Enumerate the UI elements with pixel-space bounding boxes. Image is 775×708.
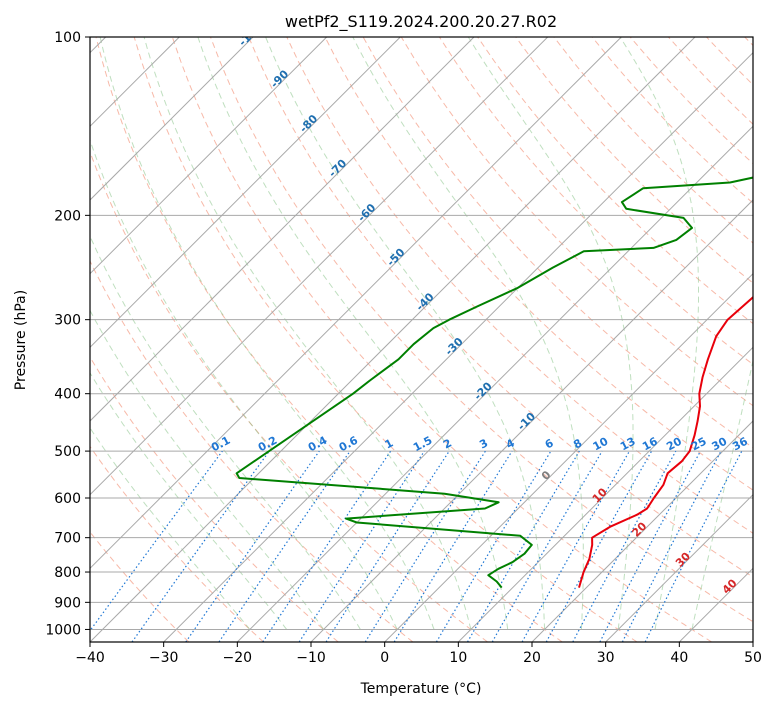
isotherm bbox=[531, 420, 753, 642]
mixing-ratio-line bbox=[185, 450, 320, 642]
y-tick-label: 1000 bbox=[45, 622, 81, 638]
x-tick-label: 0 bbox=[380, 650, 389, 666]
dry-adiabat bbox=[324, 37, 753, 491]
dry-adiabat bbox=[90, 259, 414, 642]
moist-adiabat bbox=[99, 37, 435, 630]
isotherm bbox=[90, 37, 696, 642]
plot-frame bbox=[89, 36, 754, 643]
profile-lines bbox=[235, 176, 753, 589]
x-tick-label: 10 bbox=[449, 650, 467, 666]
mixing-ratio-line bbox=[90, 450, 223, 632]
x-tick-label: 40 bbox=[670, 650, 688, 666]
mixing-ratio-line bbox=[298, 450, 425, 642]
moist-adiabat bbox=[265, 37, 546, 630]
x-axis: −40 −30 −20 −10 0 10 20 30 40 50 bbox=[75, 642, 762, 666]
moist-adiabat bbox=[90, 309, 324, 630]
moist-adiabat bbox=[352, 37, 584, 630]
mixing-ratio-label: 13 bbox=[618, 435, 638, 454]
y-tick-label: 200 bbox=[54, 208, 81, 224]
x-tick-label: 20 bbox=[523, 650, 541, 666]
dry-adiabat bbox=[90, 445, 264, 642]
x-axis-label: Temperature (°C) bbox=[360, 681, 482, 697]
plot-area bbox=[90, 37, 753, 642]
y-tick-label: 400 bbox=[54, 387, 81, 403]
moist-adiabat bbox=[467, 37, 634, 630]
mixing-ratio-label: 30 bbox=[710, 435, 730, 454]
x-tick-label: −30 bbox=[149, 650, 179, 666]
y-tick-label: 100 bbox=[54, 30, 81, 46]
moist-adiabat bbox=[90, 138, 398, 630]
dry-adiabat bbox=[515, 37, 753, 284]
isotherm bbox=[457, 346, 753, 642]
mixing-ratio-line bbox=[521, 450, 631, 642]
mixing-ratio-line bbox=[572, 450, 677, 642]
y-tick-label: 800 bbox=[54, 565, 81, 581]
mixing-ratio-line bbox=[218, 450, 351, 642]
dry-adiabat bbox=[248, 37, 753, 578]
temperature-profile bbox=[578, 296, 753, 588]
moist-adiabat bbox=[619, 37, 699, 630]
background-lines bbox=[90, 37, 753, 642]
y-axis-label: Pressure (hPa) bbox=[13, 290, 29, 390]
isotherm-label: -100 bbox=[236, 20, 265, 49]
mixing-ratio-line bbox=[262, 450, 392, 642]
isotherm bbox=[90, 37, 549, 496]
mixing-ratio-line bbox=[644, 450, 743, 642]
mixing-ratio-line bbox=[545, 450, 653, 642]
x-tick-label: 50 bbox=[744, 650, 762, 666]
dry-adiabat bbox=[171, 37, 712, 642]
moist-adiabat bbox=[143, 37, 472, 630]
chart-title: wetPf2_S119.2024.200.20.27.R02 bbox=[285, 12, 557, 32]
y-tick-label: 700 bbox=[54, 531, 81, 547]
moist-adiabat bbox=[90, 427, 251, 630]
mixing-ratio-label: 25 bbox=[689, 435, 709, 454]
y-tick-label: 600 bbox=[54, 491, 81, 507]
isotherm bbox=[163, 51, 753, 642]
y-axis: 100 200 300 400 500 600 700 800 900 1000 bbox=[45, 30, 90, 638]
x-tick-label: −40 bbox=[75, 650, 105, 666]
dry-adiabat bbox=[95, 37, 563, 642]
dewpoint-profile bbox=[235, 176, 753, 589]
moist-adiabat bbox=[90, 371, 288, 630]
mixing-ratio-label: 10 bbox=[591, 435, 611, 454]
isotherm bbox=[90, 37, 622, 570]
isotherm bbox=[310, 199, 753, 642]
mixing-ratio-line bbox=[131, 450, 270, 642]
isotherm bbox=[90, 37, 254, 201]
y-tick-label: 900 bbox=[54, 595, 81, 611]
mixing-ratio-line bbox=[325, 450, 450, 642]
mixing-ratio-label: 36 bbox=[730, 435, 750, 454]
x-tick-label: −10 bbox=[296, 650, 326, 666]
y-tick-label: 500 bbox=[54, 444, 81, 460]
x-tick-label: 30 bbox=[597, 650, 615, 666]
dry-adiabat bbox=[90, 356, 339, 642]
isotherm bbox=[90, 37, 475, 422]
x-tick-label: −20 bbox=[223, 650, 253, 666]
isotherm bbox=[236, 125, 753, 642]
isotherm bbox=[384, 272, 753, 642]
dry-adiabat bbox=[286, 37, 753, 534]
moist-adiabat bbox=[90, 235, 361, 630]
isotherm bbox=[90, 37, 401, 349]
isotherm bbox=[90, 37, 328, 275]
moist-adiabat bbox=[691, 358, 753, 630]
dry-adiabat bbox=[133, 37, 638, 642]
mixing-ratio-label: 20 bbox=[664, 435, 684, 454]
isotherm bbox=[605, 493, 753, 642]
mixing-ratio-label: 16 bbox=[640, 435, 660, 454]
isotherm bbox=[752, 641, 753, 642]
dry-adiabat bbox=[210, 37, 753, 623]
mixing-ratio-line bbox=[393, 450, 513, 642]
y-tick-label: 300 bbox=[54, 313, 81, 329]
